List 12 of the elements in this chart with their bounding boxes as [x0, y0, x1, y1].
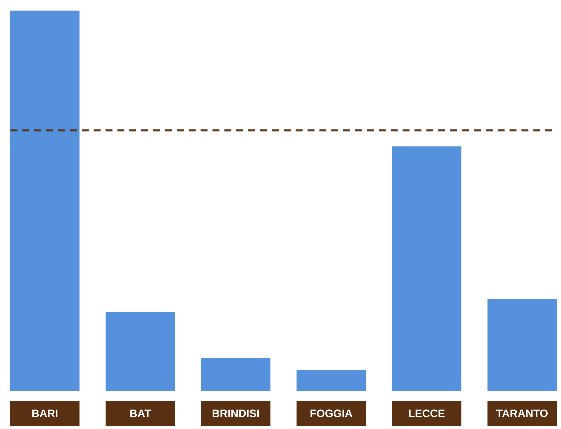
bar [10, 11, 80, 392]
x-tick-label: BRINDISI [212, 410, 260, 418]
bar [296, 370, 366, 392]
bar [201, 358, 271, 392]
bar [488, 299, 558, 392]
x-tick-label: BAT [130, 410, 152, 418]
bar [106, 312, 176, 392]
x-tick-label: FOGGIA [310, 410, 353, 418]
bar [392, 146, 462, 392]
x-tick-label: TARANTO [496, 410, 548, 418]
x-tick-label: BARI [32, 410, 58, 418]
x-tick-label: LECCE [409, 410, 445, 418]
